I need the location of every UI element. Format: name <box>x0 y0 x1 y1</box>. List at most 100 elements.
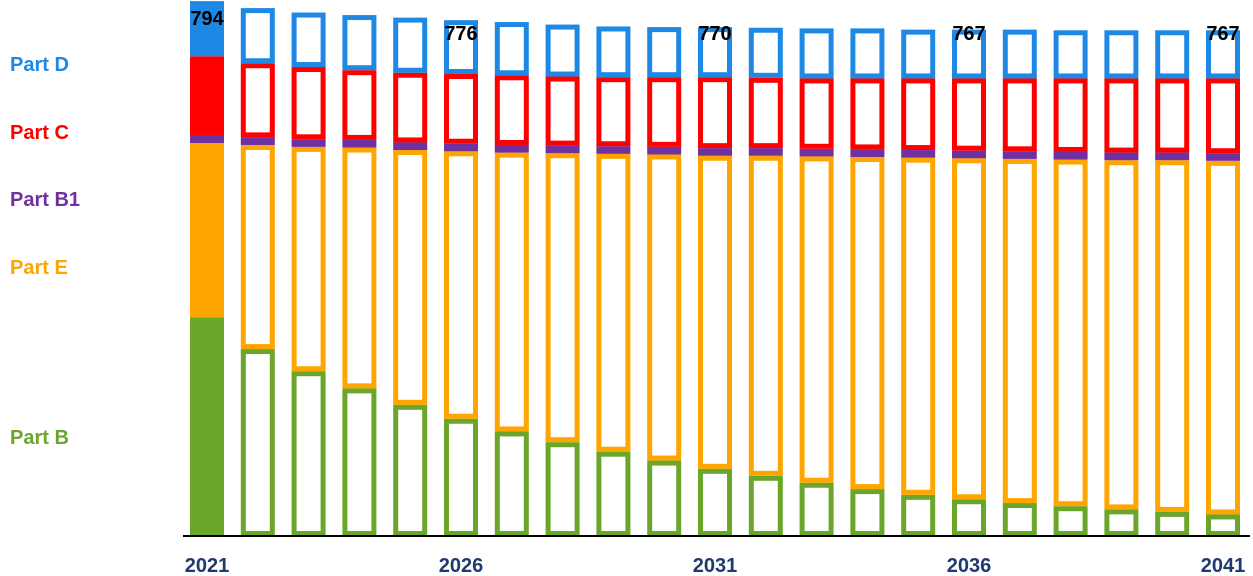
bar-2038-part-b <box>1053 506 1088 536</box>
bar-2029-part-b1 <box>596 146 631 154</box>
legend-part-e: Part E <box>10 257 68 279</box>
bar-2038-part-b1 <box>1053 151 1088 160</box>
bar-2039-part-e <box>1104 160 1139 510</box>
bar-2035-part-b1 <box>901 150 936 158</box>
bar-2025-part-d <box>393 17 428 73</box>
bar-2027-part-b1 <box>494 144 529 153</box>
bar-2022-part-c <box>240 63 275 138</box>
bar-2030-part-e <box>647 154 682 461</box>
bar-2032-part-d <box>748 27 783 78</box>
bar-2038-part-e <box>1053 159 1088 507</box>
bar-2023-part-c <box>291 67 326 140</box>
bar-2031-part-c <box>698 77 732 149</box>
bar-2028-part-b1 <box>545 145 580 154</box>
bar-2036-part-d <box>952 29 986 79</box>
bar-2039-part-c <box>1104 78 1139 153</box>
bar-2041-part-e <box>1206 160 1240 515</box>
bar-2021-part-b <box>190 317 224 536</box>
bar-2026-part-e <box>444 151 478 419</box>
bar-2024-part-b <box>342 388 377 536</box>
bar-2022-part-e <box>240 144 275 350</box>
bar-2036-part-b <box>952 499 986 537</box>
bars-group <box>190 1 1240 537</box>
bar-2034-part-b1 <box>850 149 885 158</box>
bar-2026-part-d <box>444 20 478 75</box>
bar-2029-part-e <box>596 153 631 452</box>
bar-2026-part-b1 <box>444 143 478 152</box>
bar-2022-part-b1 <box>240 137 275 145</box>
bar-2027-part-b <box>494 431 529 537</box>
bar-2026-part-b <box>444 418 478 536</box>
x-tick-label-2041: 2041 <box>1201 555 1246 576</box>
bar-2031-part-d <box>698 27 732 78</box>
x-tick-label-2021: 2021 <box>185 555 230 576</box>
bar-2030-part-b1 <box>647 146 682 155</box>
bar-2039-part-d <box>1104 30 1139 79</box>
bar-2040-part-b <box>1155 511 1190 537</box>
bar-2036-part-c <box>952 78 986 151</box>
bar-2037-part-b1 <box>1002 151 1037 159</box>
bar-2034-part-e <box>850 157 885 490</box>
bar-2039-part-b1 <box>1104 152 1139 161</box>
bar-2041-part-c <box>1206 78 1240 154</box>
bar-2028-part-e <box>545 153 580 443</box>
bar-2033-part-b1 <box>799 148 834 157</box>
bar-2027-part-c <box>494 75 529 145</box>
x-tick-label-2026: 2026 <box>439 555 484 576</box>
bar-2025-part-c <box>393 72 428 143</box>
x-tick-label-2031: 2031 <box>693 555 738 576</box>
bar-2036-part-e <box>952 158 986 500</box>
bar-2031-part-b <box>698 468 732 536</box>
bar-2037-part-d <box>1002 29 1037 79</box>
bar-2024-part-c <box>342 70 377 140</box>
bar-2037-part-e <box>1002 158 1037 504</box>
bar-2030-part-d <box>647 27 682 78</box>
bar-2031-part-e <box>698 155 732 469</box>
bar-2031-part-b1 <box>698 148 732 156</box>
bar-2041-part-b1 <box>1206 153 1240 161</box>
total-label-2036: 767 <box>952 23 985 45</box>
bar-2041-part-b <box>1206 514 1240 536</box>
bar-2035-part-c <box>901 78 936 151</box>
bar-2029-part-c <box>596 77 631 147</box>
bar-2025-part-b <box>393 404 428 536</box>
bar-2035-part-d <box>901 29 936 79</box>
bar-2032-part-e <box>748 155 783 476</box>
bar-2032-part-b <box>748 475 783 536</box>
bar-2039-part-b <box>1104 509 1139 536</box>
total-label-2021: 794 <box>190 8 224 30</box>
bar-2037-part-c <box>1002 78 1037 152</box>
bar-2025-part-e <box>393 150 428 405</box>
bar-2024-part-e <box>342 147 377 389</box>
bar-2040-part-b1 <box>1155 152 1190 161</box>
bar-2034-part-b <box>850 489 885 536</box>
bar-2040-part-d <box>1155 30 1190 79</box>
bar-2027-part-d <box>494 22 529 76</box>
legend-part-c: Part C <box>10 122 69 144</box>
bar-2037-part-b <box>1002 503 1037 536</box>
bar-2034-part-c <box>850 78 885 150</box>
labels-group: 794 776 770 767 767 2021 2026 2031 2036 2041 <box>185 8 1246 576</box>
total-label-2041: 767 <box>1206 23 1239 45</box>
bar-2023-part-b <box>291 371 326 536</box>
bar-2026-part-c <box>444 74 478 144</box>
bar-2023-part-e <box>291 146 326 372</box>
bar-2025-part-b1 <box>393 142 428 151</box>
bar-2029-part-d <box>596 26 631 78</box>
bar-2033-part-b <box>799 482 834 536</box>
bar-2028-part-d <box>545 24 580 77</box>
bar-2041-part-d <box>1206 30 1240 79</box>
bar-2021-part-b1 <box>190 135 224 144</box>
bar-2032-part-c <box>748 77 783 149</box>
bar-2023-part-b1 <box>291 139 326 147</box>
total-label-2026: 776 <box>444 23 477 45</box>
total-label-2031: 770 <box>698 23 731 45</box>
bar-2022-part-d <box>240 8 275 64</box>
bar-2021-part-d <box>190 1 224 57</box>
bar-2040-part-c <box>1155 78 1190 153</box>
bar-2021-part-e <box>190 143 224 318</box>
bar-2040-part-e <box>1155 160 1190 512</box>
x-tick-label-2036: 2036 <box>947 555 992 576</box>
bar-2027-part-e <box>494 152 529 432</box>
